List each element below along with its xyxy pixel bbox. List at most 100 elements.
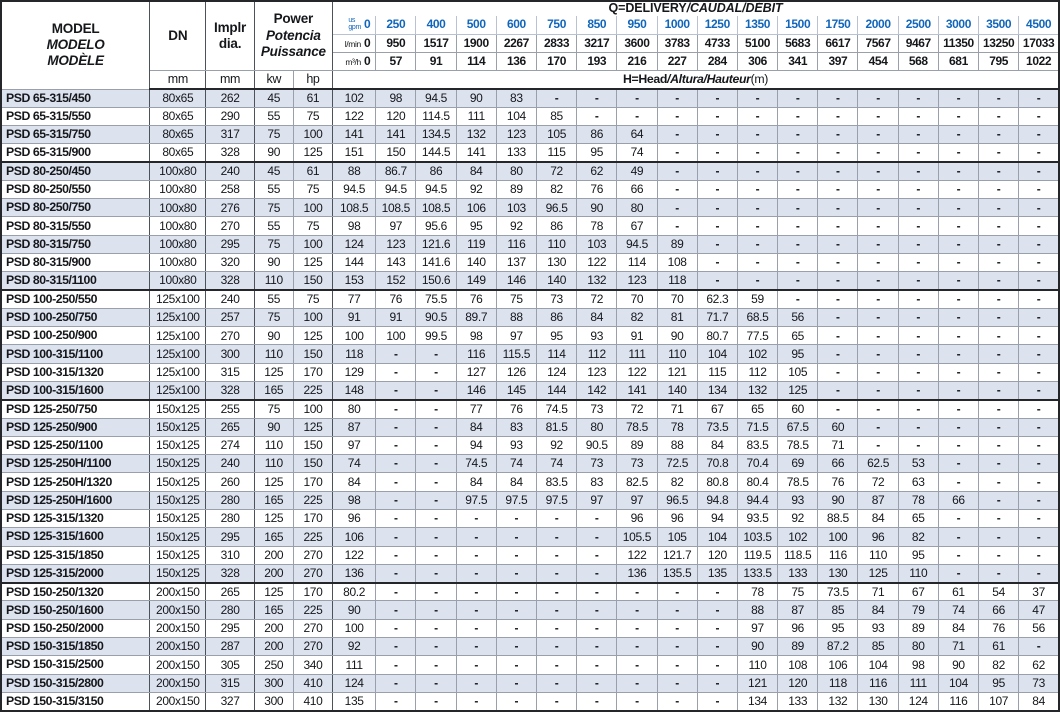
head-value: 65 bbox=[736, 399, 779, 419]
head-value: 153 bbox=[332, 271, 377, 292]
pump-row: PSD 100-250/550 125x100 240 55 75 77 76 75.5 76 7… bbox=[0, 289, 1060, 309]
head-value: 112 bbox=[736, 362, 779, 383]
head-value: 106 bbox=[817, 655, 859, 675]
head-value: 146 bbox=[455, 380, 497, 401]
head-value: 119 bbox=[455, 234, 497, 255]
q-gpm-value: 3000 bbox=[937, 16, 980, 35]
head-value: 83.5 bbox=[535, 472, 578, 492]
impeller-dia-value: 287 bbox=[205, 636, 255, 657]
head-value: - bbox=[937, 198, 980, 218]
head-value: - bbox=[696, 106, 738, 127]
head-value: - bbox=[978, 125, 1020, 145]
head-value: 95.6 bbox=[415, 216, 457, 236]
head-value: 67 bbox=[616, 216, 658, 236]
dn-value: 200x150 bbox=[149, 582, 207, 602]
head-value: - bbox=[897, 326, 939, 346]
head-value: - bbox=[455, 691, 497, 712]
head-value: - bbox=[656, 106, 698, 127]
power-kw-value: 75 bbox=[253, 125, 294, 145]
head-value: 111 bbox=[897, 673, 939, 693]
head-value: 70.8 bbox=[696, 454, 738, 474]
head-value: 151 bbox=[332, 143, 377, 164]
impeller-dia-value: 280 bbox=[205, 600, 255, 620]
model-header: MODEL MODELO MODÈLE bbox=[0, 0, 151, 90]
head-value: - bbox=[455, 508, 497, 529]
head-value: 114.5 bbox=[415, 106, 457, 127]
head-value: - bbox=[777, 143, 819, 164]
head-value: - bbox=[978, 234, 1020, 255]
pump-row: PSD 80-250/450 100x80 240 45 61 88 86.7 86 84 80 7… bbox=[0, 161, 1060, 181]
head-value: 69 bbox=[777, 454, 819, 474]
head-value: 82 bbox=[897, 527, 939, 547]
head-value: - bbox=[857, 216, 899, 236]
head-value: - bbox=[495, 563, 537, 584]
dn-value: 80x65 bbox=[149, 106, 207, 127]
head-value: 95 bbox=[978, 673, 1020, 693]
q-lmin-value: 950 bbox=[375, 33, 417, 53]
q-lmin-value: 2833 bbox=[535, 33, 578, 53]
head-value: - bbox=[978, 179, 1020, 200]
power-hp-value: 170 bbox=[292, 508, 334, 529]
power-kw-value: 90 bbox=[253, 417, 294, 437]
head-value: - bbox=[817, 253, 859, 273]
power-kw-value: 125 bbox=[253, 472, 294, 492]
head-value: - bbox=[696, 618, 738, 638]
head-value: 86.7 bbox=[375, 161, 417, 181]
head-value: - bbox=[535, 508, 578, 529]
dn-value: 80x65 bbox=[149, 88, 207, 108]
head-value: 80.2 bbox=[332, 582, 377, 602]
head-value: 115.5 bbox=[495, 344, 537, 364]
q-gpm-value: 1350 bbox=[736, 16, 779, 35]
q-lmin-value: 5683 bbox=[777, 33, 819, 53]
head-value: 73 bbox=[535, 289, 578, 309]
head-value: - bbox=[576, 673, 618, 693]
head-value: 118 bbox=[817, 673, 859, 693]
head-value: - bbox=[777, 179, 819, 200]
pump-row: PSD 125-315/1320 150x125 280 125 170 96- - - - - -… bbox=[0, 508, 1060, 529]
power-kw-value: 165 bbox=[253, 380, 294, 401]
head-value: 120 bbox=[777, 673, 819, 693]
head-value: 94 bbox=[696, 508, 738, 529]
head-value: 84 bbox=[455, 161, 497, 181]
head-value: 97.5 bbox=[455, 490, 497, 510]
head-value: 135 bbox=[332, 691, 377, 712]
head-value: 97 bbox=[616, 490, 658, 510]
head-value: 102 bbox=[777, 527, 819, 547]
q-lmin-value: 5100 bbox=[736, 33, 779, 53]
q-m3h-value: 568 bbox=[897, 51, 939, 71]
head-value: 94.5 bbox=[415, 179, 457, 200]
head-value: 95 bbox=[897, 545, 939, 565]
impeller-dia-value: 315 bbox=[205, 362, 255, 383]
model-header-es: MODELO bbox=[46, 37, 105, 53]
q-lmin-value: 11350 bbox=[937, 33, 980, 53]
head-value: 76 bbox=[455, 289, 497, 309]
head-value: 118 bbox=[332, 344, 377, 364]
impeller-dia-value: 280 bbox=[205, 490, 255, 510]
head-value: 135.5 bbox=[656, 563, 698, 584]
head-value: - bbox=[495, 545, 537, 565]
head-value: - bbox=[736, 88, 779, 108]
head-value: 72 bbox=[535, 161, 578, 181]
head-value: - bbox=[978, 271, 1020, 292]
head-value: 84 bbox=[576, 307, 618, 328]
head-value: - bbox=[937, 106, 980, 127]
q-m3h-value: 284 bbox=[696, 51, 738, 71]
head-value: 66 bbox=[978, 600, 1020, 620]
head-value: - bbox=[656, 179, 698, 200]
head-value: - bbox=[857, 399, 899, 419]
model-name: PSD 150-315/3150 bbox=[0, 691, 151, 712]
q-lmin-value: 3600 bbox=[616, 33, 658, 53]
model-name: PSD 125-250H/1600 bbox=[0, 490, 151, 510]
power-kw-value: 90 bbox=[253, 326, 294, 346]
head-value: 94.8 bbox=[696, 490, 738, 510]
impeller-dia-value: 280 bbox=[205, 508, 255, 529]
head-value: - bbox=[415, 636, 457, 657]
head-value: - bbox=[375, 618, 417, 638]
head-value: - bbox=[777, 216, 819, 236]
head-value: - bbox=[857, 161, 899, 181]
head-value: - bbox=[857, 179, 899, 200]
power-kw-value: 300 bbox=[253, 691, 294, 712]
head-value: - bbox=[817, 326, 859, 346]
head-value: 80.7 bbox=[696, 326, 738, 346]
q-gpm-unit-cell: us gpm 0 bbox=[332, 16, 377, 35]
